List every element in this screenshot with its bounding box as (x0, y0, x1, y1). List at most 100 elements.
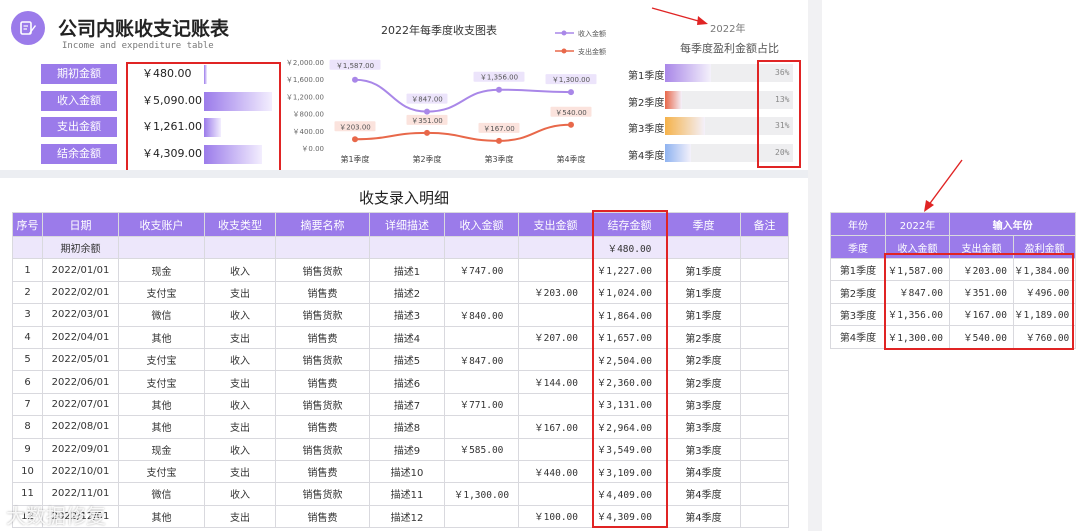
table-cell[interactable]: 2022/05/01 (42, 347, 119, 372)
table-cell[interactable]: 4 (12, 325, 43, 349)
table-cell[interactable] (444, 504, 519, 529)
table-cell[interactable]: 支出 (204, 459, 276, 484)
table-cell[interactable] (444, 370, 519, 394)
year-table-cell[interactable]: 第3季度 (830, 302, 886, 327)
table-cell[interactable] (444, 235, 519, 260)
year-table-cell[interactable]: ￥1,356.00 (885, 302, 950, 327)
table-cell[interactable]: 销售货款 (275, 258, 370, 282)
table-cell[interactable]: 销售费 (275, 325, 370, 349)
year-table-cell[interactable]: ￥760.00 (1012, 325, 1077, 349)
table-cell[interactable]: 2022/06/01 (42, 370, 119, 394)
table-cell[interactable]: 销售费 (275, 280, 370, 305)
column-header[interactable]: 结存金额 (592, 212, 667, 237)
table-cell[interactable]: 支出 (204, 504, 276, 529)
year-table-cell[interactable]: ￥1,189.00 (1012, 302, 1077, 327)
table-cell[interactable] (740, 437, 789, 461)
table-cell[interactable] (518, 482, 593, 506)
table-cell[interactable] (740, 303, 789, 327)
table-cell[interactable] (740, 258, 789, 282)
table-cell[interactable]: 第3季度 (666, 437, 741, 461)
table-cell[interactable]: ￥771.00 (444, 392, 519, 417)
table-cell[interactable]: 描述7 (369, 392, 445, 417)
table-cell[interactable]: 8 (12, 415, 43, 439)
table-cell[interactable] (518, 258, 593, 282)
table-cell[interactable]: 收入 (204, 347, 276, 372)
year-table-cell[interactable]: 第1季度 (830, 257, 886, 282)
table-cell[interactable]: 描述8 (369, 415, 445, 439)
table-cell[interactable]: 支付宝 (118, 370, 205, 394)
table-cell[interactable]: 描述3 (369, 303, 445, 327)
table-cell[interactable]: ￥1,300.00 (444, 482, 519, 506)
column-header[interactable]: 日期 (42, 212, 119, 237)
table-cell[interactable]: 描述12 (369, 504, 445, 529)
table-cell[interactable]: 2022/11/01 (42, 482, 119, 506)
table-cell[interactable]: ￥840.00 (444, 303, 519, 327)
table-cell[interactable]: 支出 (204, 370, 276, 394)
table-cell[interactable]: 收入 (204, 258, 276, 282)
table-cell[interactable]: 2022/04/01 (42, 325, 119, 349)
table-cell[interactable]: 2022/09/01 (42, 437, 119, 461)
table-cell[interactable]: 3 (12, 303, 43, 327)
table-cell[interactable]: 描述11 (369, 482, 445, 506)
column-header[interactable]: 收支账户 (118, 212, 205, 237)
table-cell[interactable]: 10 (12, 459, 43, 484)
table-cell[interactable]: 第2季度 (666, 370, 741, 394)
column-header[interactable]: 摘要名称 (275, 212, 370, 237)
table-cell[interactable] (740, 325, 789, 349)
table-cell[interactable]: ￥440.00 (518, 459, 593, 484)
table-cell[interactable] (518, 392, 593, 417)
table-cell[interactable]: 销售货款 (275, 392, 370, 417)
table-cell[interactable]: 收入 (204, 392, 276, 417)
table-cell[interactable]: 2022/07/01 (42, 392, 119, 417)
table-cell[interactable]: 2 (12, 280, 43, 305)
table-cell[interactable]: 销售费 (275, 504, 370, 529)
column-header[interactable]: 季度 (666, 212, 741, 237)
table-cell[interactable]: 现金 (118, 258, 205, 282)
table-cell[interactable] (444, 325, 519, 349)
year-table-cell[interactable]: 第4季度 (830, 325, 886, 349)
column-header[interactable]: 收入金额 (444, 212, 519, 237)
table-cell[interactable] (204, 235, 276, 260)
year-table-cell[interactable]: ￥496.00 (1012, 280, 1077, 304)
table-cell[interactable]: 微信 (118, 482, 205, 506)
year-table-cell[interactable]: ￥203.00 (949, 257, 1014, 282)
table-cell[interactable] (740, 347, 789, 372)
table-cell[interactable]: 支付宝 (118, 280, 205, 305)
table-cell[interactable]: ￥585.00 (444, 437, 519, 461)
table-cell[interactable]: ￥203.00 (518, 280, 593, 305)
table-cell[interactable] (666, 235, 741, 260)
table-cell[interactable] (518, 303, 593, 327)
table-cell[interactable]: 第4季度 (666, 459, 741, 484)
table-cell[interactable]: ￥747.00 (444, 258, 519, 282)
table-cell[interactable] (12, 235, 43, 260)
table-cell[interactable] (740, 235, 789, 260)
column-header[interactable]: 支出金额 (518, 212, 593, 237)
column-header[interactable]: 收支类型 (204, 212, 276, 237)
table-cell[interactable] (369, 235, 445, 260)
table-cell[interactable]: 2022/02/01 (42, 280, 119, 305)
column-header[interactable]: 备注 (740, 212, 789, 237)
table-cell[interactable]: 其他 (118, 325, 205, 349)
table-cell[interactable]: 2022/01/01 (42, 258, 119, 282)
table-cell[interactable]: 描述10 (369, 459, 445, 484)
table-cell[interactable]: 第2季度 (666, 347, 741, 372)
table-cell[interactable]: ￥100.00 (518, 504, 593, 529)
table-cell[interactable]: ￥144.00 (518, 370, 593, 394)
table-cell[interactable]: 第2季度 (666, 325, 741, 349)
table-cell[interactable]: 第4季度 (666, 482, 741, 506)
year-table-cell[interactable]: 第2季度 (830, 280, 886, 304)
table-cell[interactable]: 销售费 (275, 415, 370, 439)
table-cell[interactable]: 销售货款 (275, 437, 370, 461)
opening-label[interactable]: 期初余额 (42, 235, 119, 260)
table-cell[interactable] (740, 415, 789, 439)
table-cell[interactable]: 描述2 (369, 280, 445, 305)
table-cell[interactable]: 7 (12, 392, 43, 417)
table-cell[interactable]: ￥167.00 (518, 415, 593, 439)
year-input-cell[interactable]: 2022年 (885, 212, 950, 236)
table-cell[interactable] (444, 459, 519, 484)
table-cell[interactable]: 描述1 (369, 258, 445, 282)
table-cell[interactable]: 微信 (118, 303, 205, 327)
table-cell[interactable]: 2022/10/01 (42, 459, 119, 484)
column-header[interactable]: 详细描述 (369, 212, 445, 237)
table-cell[interactable]: 收入 (204, 482, 276, 506)
